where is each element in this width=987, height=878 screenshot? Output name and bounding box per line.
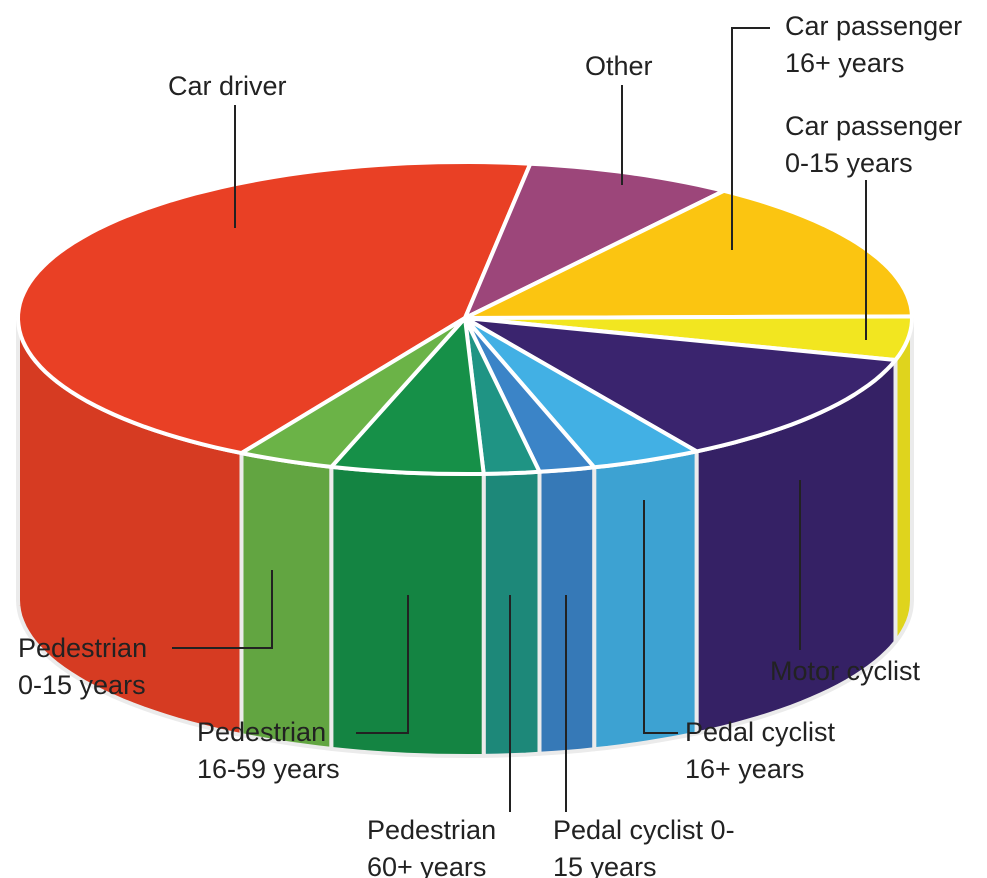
- slice: [329, 316, 486, 476]
- slice-side: [592, 449, 699, 752]
- leader-line: [643, 500, 678, 734]
- slice-label: Pedestrian 60+ years: [367, 815, 497, 878]
- slice-label: Car passenger 0-15 years: [785, 111, 963, 178]
- slice-side: [481, 469, 542, 758]
- leader-lines: [172, 27, 867, 812]
- slice: [239, 316, 467, 469]
- slice: [463, 161, 726, 320]
- slice-label: Pedestrian 16-59 years: [197, 717, 340, 784]
- slice-label: Pedal cyclist 16+ years: [685, 717, 836, 784]
- leader-line: [356, 595, 409, 734]
- slice-label: Motor cyclist: [770, 656, 921, 686]
- slice-label: Car passenger 16+ years: [785, 11, 963, 78]
- slice: [16, 160, 533, 456]
- pie-tops: [16, 160, 914, 476]
- slice: [463, 188, 914, 320]
- pie-sides: [16, 316, 914, 758]
- slice-side: [893, 316, 914, 644]
- slice: [463, 316, 699, 470]
- slice-label: Other: [585, 51, 653, 81]
- slice: [463, 316, 898, 454]
- slice-side: [239, 451, 334, 751]
- leader-line: [731, 27, 770, 250]
- slice-label: Pedal cyclist 0-15 years: [553, 815, 735, 878]
- leader-line: [172, 570, 273, 649]
- slice-label: Car driver: [168, 71, 287, 101]
- slice-label: Pedestrian 0-15 years: [18, 633, 148, 700]
